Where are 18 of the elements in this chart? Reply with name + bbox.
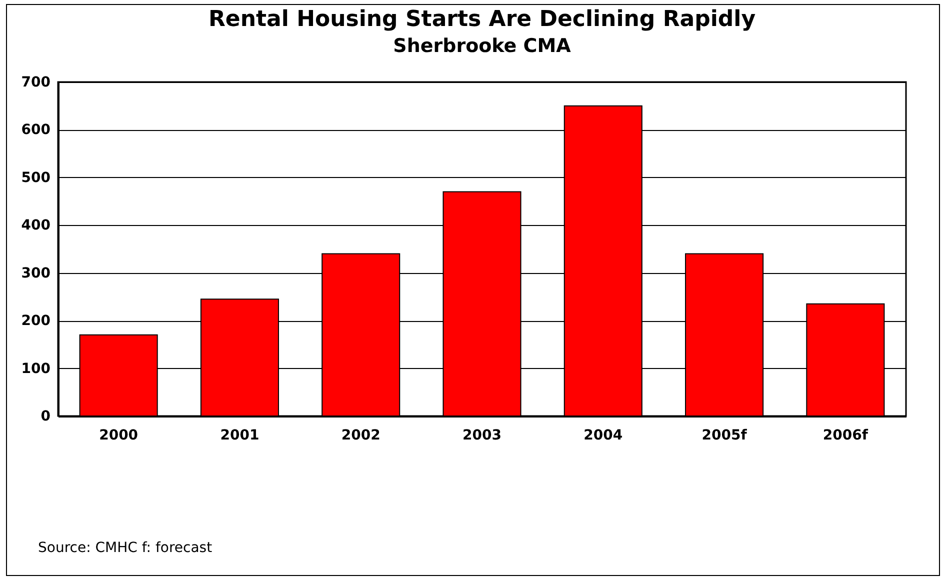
y-tick-label: 500 [21,170,51,186]
y-tick-label: 400 [21,218,51,234]
y-tick-label: 700 [21,74,51,90]
chart-title: Rental Housing Starts Are Declining Rapidly [208,7,756,32]
x-tick-label: 2000 [99,428,138,444]
x-tick-label: 2001 [220,428,260,444]
y-tick-label: 600 [21,122,51,138]
x-tick-label: 2005f [702,428,748,444]
x-tick-label: 2002 [341,428,380,444]
chart-subtitle: Sherbrooke CMA [393,35,572,57]
y-tick-label: 100 [21,360,51,377]
x-tick-label: 2004 [584,428,623,444]
x-tick-label: 2006f [822,428,869,444]
y-tick-label: 200 [21,313,51,330]
source-note: Source: CMHC f: forecast [38,540,212,556]
x-tick-label: 2003 [462,428,502,444]
y-tick-label: 300 [21,265,51,282]
y-tick-label: 0 [40,408,51,424]
